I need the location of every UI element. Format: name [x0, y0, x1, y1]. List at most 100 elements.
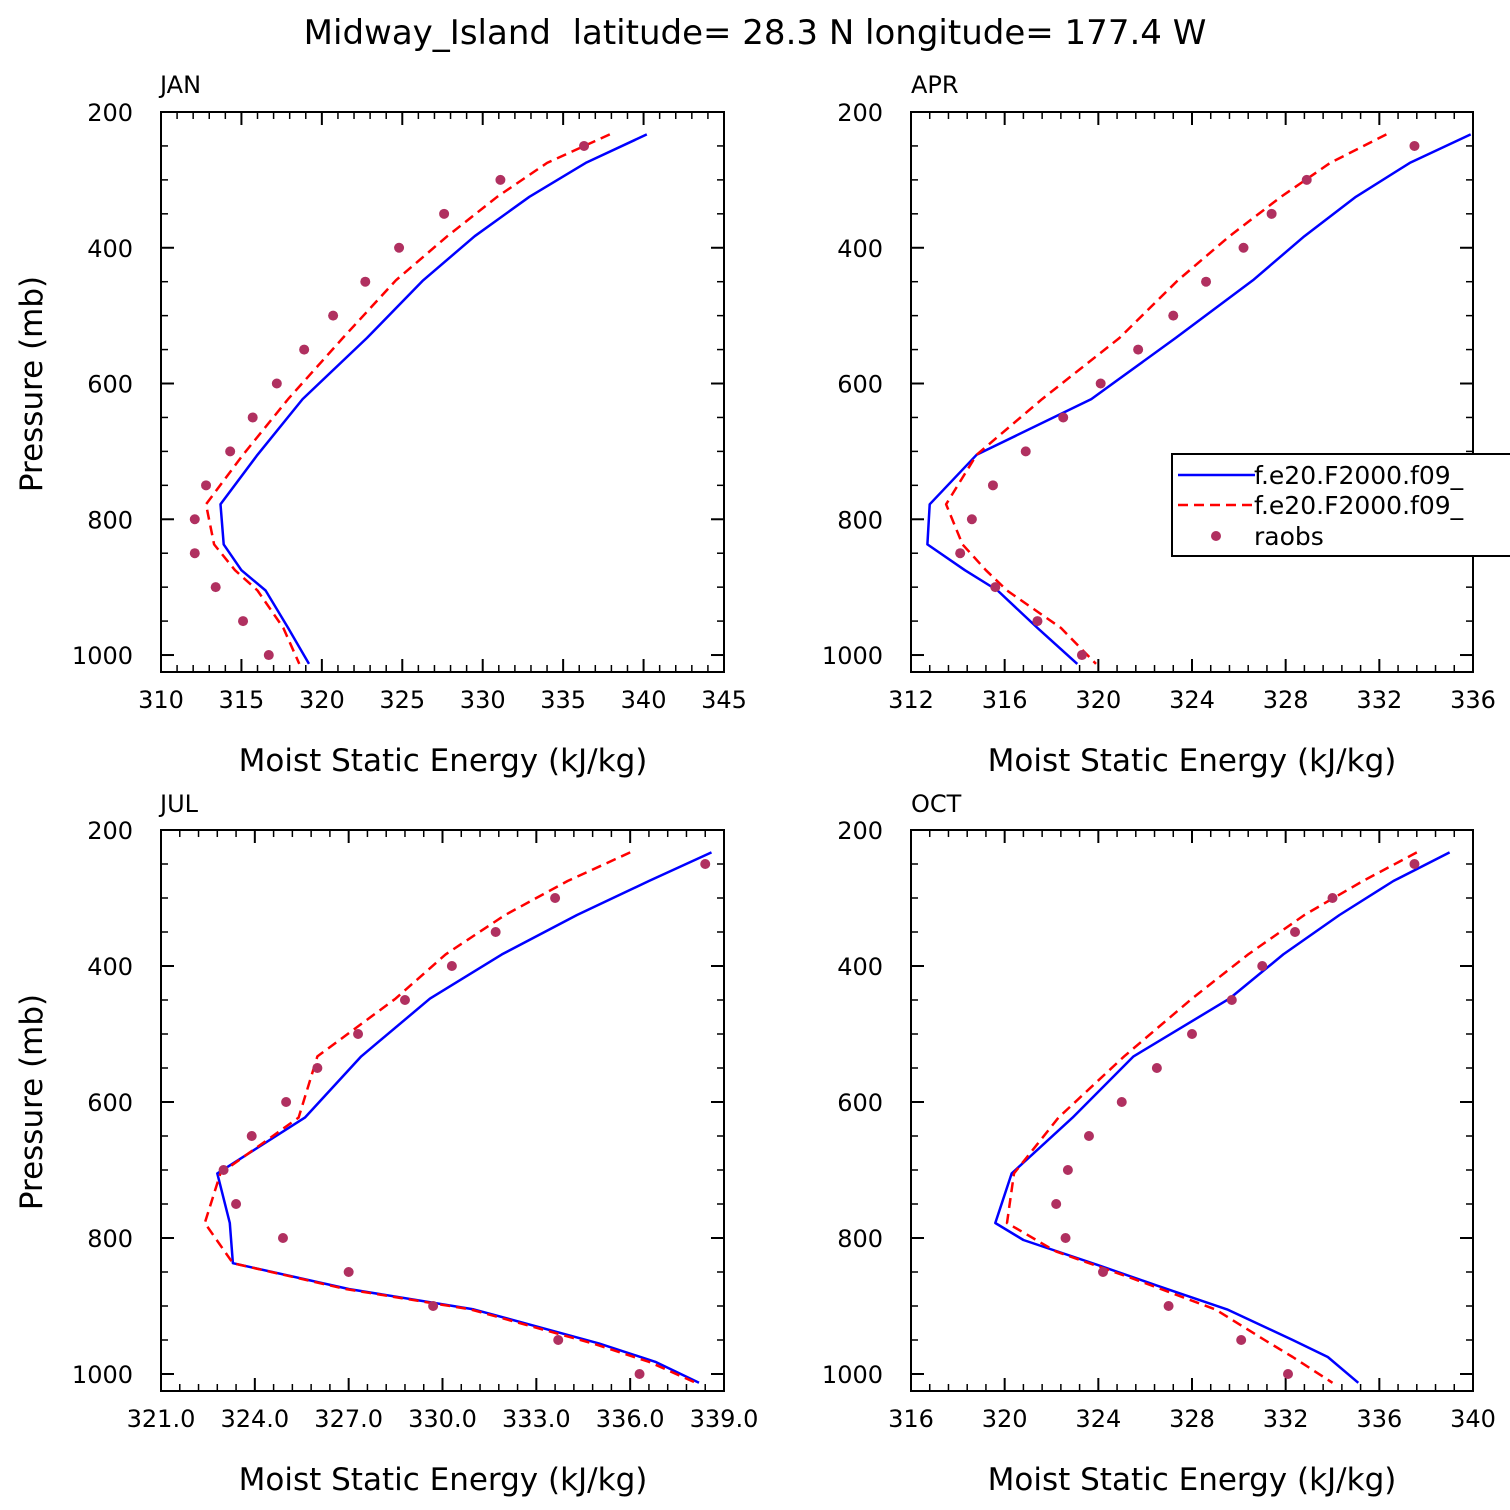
y-tick-label: 600 [837, 1089, 883, 1117]
ylabel-jul: Pressure (mb) [14, 994, 50, 1210]
model-dashed-line-jan [204, 133, 611, 665]
y-tick-label: 200 [87, 99, 133, 127]
y-tick-label: 400 [837, 953, 883, 981]
raobs-point-jan [263, 650, 274, 661]
raobs-point-jul [553, 1335, 564, 1345]
x-tick-label: 310 [138, 686, 184, 714]
plot-apr: 312 316 320 324 328 332 336 200 400 600 800 1000 [822, 99, 1496, 714]
raobs-point-jul [550, 893, 561, 903]
raobs-point-apr [1409, 140, 1420, 151]
x-tick-label: 312 [888, 686, 934, 714]
plot-frame-oct [910, 829, 1474, 1392]
raobs-point-apr [1266, 208, 1277, 219]
raobs-point-jul [700, 859, 711, 869]
raobs-point-apr [987, 480, 998, 491]
raobs-point-jan [238, 616, 249, 627]
raobs-point-apr [1076, 650, 1087, 661]
raobs-point-jan [271, 378, 282, 389]
model-dashed-line-jul [203, 851, 697, 1384]
panel-label-oct: OCT [911, 790, 962, 818]
x-tick-label: 320 [1075, 686, 1121, 714]
y-tick-label: 1000 [72, 642, 133, 670]
raobs-point-oct [1257, 961, 1268, 971]
model-solid-line-apr [926, 133, 1472, 665]
raobs-point-oct [1051, 1199, 1062, 1209]
x-tick-label: 328 [1169, 1405, 1215, 1433]
raobs-point-jan [328, 310, 339, 321]
panel-label-apr: APR [911, 71, 959, 99]
xlabel-jul: Moist Static Energy (kJ/kg) [239, 1462, 648, 1498]
legend-entry-dashed: f.e20.F2000.f09_ [1254, 491, 1464, 520]
panel-oct: OCT Moist Static Energy (kJ/kg) [911, 790, 1396, 1498]
raobs-point-apr [1058, 412, 1069, 423]
raobs-point-oct [1327, 893, 1338, 903]
raobs-point-jan [247, 412, 258, 423]
raobs-point-jul [312, 1063, 323, 1073]
raobs-point-jul [343, 1267, 354, 1277]
plot-jul: 321.0 324.0 327.0 330.0 333.0 336.0 339.0 200 40… [72, 817, 758, 1433]
x-tick-label: 316 [888, 1405, 934, 1433]
raobs-point-oct [1409, 859, 1420, 869]
raobs-point-oct [1236, 1335, 1247, 1345]
x-tick-label: 336 [1356, 1405, 1402, 1433]
raobs-point-oct [1187, 1029, 1197, 1039]
ylabel-jan: Pressure (mb) [14, 276, 50, 492]
raobs-point-oct [1151, 1063, 1162, 1073]
x-tick-label: 315 [219, 686, 265, 714]
model-dashed-line-apr [944, 133, 1387, 665]
y-tick-label: 800 [87, 1225, 133, 1253]
legend: f.e20.F2000.f09_ f.e20.F2000.f09_ raobs [1171, 453, 1510, 557]
x-tick-label: 330 [460, 686, 506, 714]
x-tick-label: 345 [701, 686, 747, 714]
y-tick-label: 1000 [822, 1361, 883, 1389]
x-tick-label: 316 [982, 686, 1028, 714]
raobs-point-jul [281, 1097, 292, 1107]
raobs-point-oct [1163, 1301, 1174, 1311]
y-tick-label: 200 [837, 817, 883, 845]
legend-entry-solid: f.e20.F2000.f09_ [1254, 461, 1464, 490]
panel-label-jan: JAN [158, 71, 201, 99]
raobs-point-jan [189, 514, 200, 525]
raobs-point-apr [990, 582, 1001, 593]
raobs-point-apr [1032, 616, 1043, 627]
legend-entry-raobs: raobs [1254, 522, 1324, 551]
y-tick-label: 1000 [822, 642, 883, 670]
raobs-point-jan [495, 174, 506, 185]
raobs-point-jan [210, 582, 221, 593]
x-tick-label: 332 [1356, 686, 1402, 714]
legend-swatch-dot [1211, 531, 1221, 541]
x-tick-label: 328 [1263, 686, 1309, 714]
plot-jan: 310 315 320 325 330 335 340 345 200 400 600 800 1000 [72, 99, 747, 714]
y-tick-label: 600 [87, 371, 133, 399]
y-tick-label: 600 [837, 371, 883, 399]
x-tick-label: 340 [1450, 1405, 1496, 1433]
plot-frame-jul [160, 829, 725, 1392]
raobs-point-apr [1238, 242, 1249, 253]
x-tick-label: 332 [1263, 1405, 1309, 1433]
x-tick-label: 324 [1075, 1405, 1121, 1433]
raobs-point-jan [201, 480, 212, 491]
raobs-point-oct [1062, 1165, 1073, 1175]
y-tick-label: 400 [87, 235, 133, 263]
raobs-point-jul [490, 927, 501, 937]
raobs-point-oct [1060, 1233, 1071, 1243]
y-tick-label: 200 [837, 99, 883, 127]
raobs-point-apr [1301, 174, 1312, 185]
model-solid-line-jul [216, 851, 713, 1384]
plot-oct: 316 320 324 328 332 336 340 200 400 600 800 1000 [822, 817, 1496, 1433]
panel-apr: APR Moist Static Energy (kJ/kg) [911, 71, 1396, 779]
y-tick-label: 800 [837, 506, 883, 534]
xlabel-oct: Moist Static Energy (kJ/kg) [988, 1462, 1397, 1498]
y-tick-label: 800 [87, 506, 133, 534]
raobs-point-jan [189, 548, 200, 559]
raobs-point-oct [1226, 995, 1237, 1005]
raobs-point-jan [439, 208, 450, 219]
x-tick-label: 327.0 [314, 1405, 383, 1433]
xlabel-apr: Moist Static Energy (kJ/kg) [988, 743, 1397, 779]
y-tick-label: 1000 [72, 1361, 133, 1389]
raobs-point-apr [1201, 276, 1212, 287]
raobs-point-jul [218, 1165, 229, 1175]
raobs-point-apr [955, 548, 966, 559]
raobs-point-apr [966, 514, 977, 525]
